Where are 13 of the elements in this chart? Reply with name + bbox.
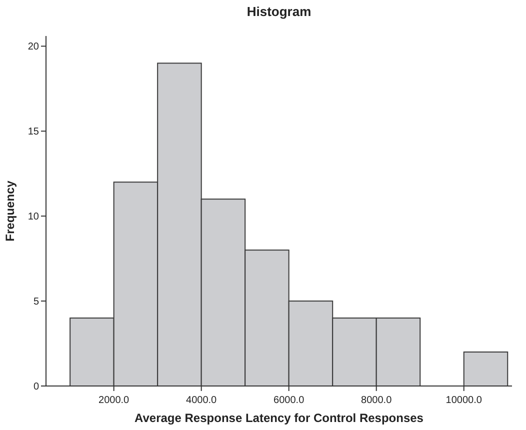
y-tick-label: 15 xyxy=(28,126,40,138)
x-tick-label: 2000.0 xyxy=(98,395,130,406)
x-tick-label: 10000.0 xyxy=(446,395,482,406)
x-tick-label: 6000.0 xyxy=(274,395,305,406)
x-tick-label: 8000.0 xyxy=(361,395,392,406)
x-axis-title: Average Response Latency for Control Responses xyxy=(134,411,424,425)
chart-title: Histogram xyxy=(246,4,312,19)
y-axis-title: Frequency xyxy=(3,180,17,242)
x-tick-label: 4000.0 xyxy=(186,395,218,406)
y-tick-label: 0 xyxy=(33,382,40,392)
y-tick-label: 10 xyxy=(28,212,40,223)
y-tick-label: 20 xyxy=(28,42,40,53)
y-tick-label: 5 xyxy=(33,296,40,308)
